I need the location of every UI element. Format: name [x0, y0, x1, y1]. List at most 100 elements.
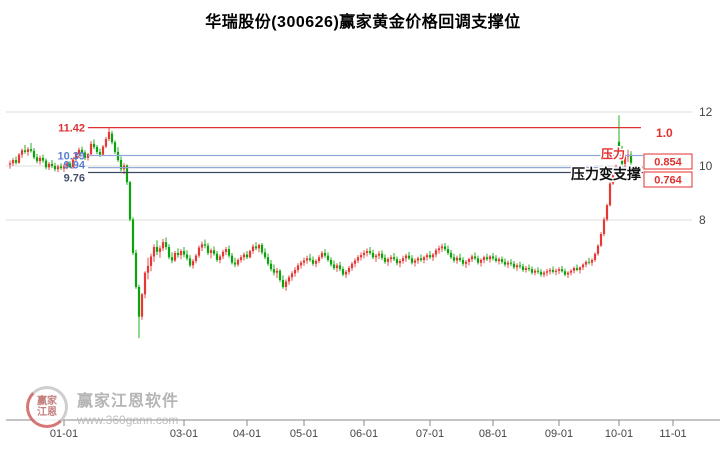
candle-body	[515, 265, 519, 268]
candle-body	[602, 219, 606, 235]
candle-body	[527, 268, 531, 270]
candle-body	[434, 250, 438, 255]
candle-body	[461, 259, 465, 264]
candle-body	[314, 261, 318, 264]
candle-body	[98, 151, 102, 155]
candle-body	[608, 183, 612, 206]
candle-body	[401, 258, 405, 262]
candle-body	[542, 272, 546, 275]
candle-body	[473, 256, 477, 259]
candle-body	[143, 272, 147, 295]
x-tick-label: 04-01	[233, 428, 261, 440]
candle-body	[200, 244, 204, 248]
candle-body	[620, 151, 624, 164]
candle-body	[56, 166, 60, 170]
candle-body	[83, 152, 87, 158]
candle-body	[44, 160, 48, 168]
candle-body	[563, 271, 567, 275]
pressure-to-support-label: 压力变支撑	[571, 166, 641, 182]
y-tick-label: 12	[699, 105, 713, 119]
candle-body	[32, 150, 36, 158]
candle-body	[80, 149, 84, 153]
y-tick-label: 10	[699, 159, 713, 173]
candle-body	[494, 258, 498, 262]
x-tick-label: 03-01	[170, 428, 198, 440]
candle-body	[209, 250, 213, 253]
ratio-box	[643, 153, 693, 170]
ratio-box	[643, 171, 693, 188]
candle-body	[374, 255, 378, 258]
watermark-logo-text: 赢家江恩	[37, 396, 57, 418]
candle-body	[194, 255, 198, 262]
candle-body	[449, 252, 453, 258]
candle-body	[395, 259, 399, 264]
candle-body	[452, 257, 456, 261]
x-tick-label: 09-01	[545, 428, 573, 440]
candle-body	[299, 262, 303, 266]
candle-body	[599, 234, 603, 246]
candle-body	[425, 255, 429, 258]
level-price-label: 11.42	[58, 123, 85, 135]
candle-body	[8, 163, 12, 165]
candle-body	[23, 150, 27, 152]
candle-body	[212, 250, 216, 254]
candle-body	[260, 244, 264, 253]
candle-body	[215, 253, 219, 260]
candle-body	[17, 154, 21, 163]
candle-body	[287, 277, 291, 282]
candle-body	[236, 259, 240, 265]
candle-body	[518, 265, 522, 267]
candle-body	[383, 257, 387, 262]
candle-body	[269, 263, 273, 270]
candle-body	[353, 260, 357, 264]
candle-body	[437, 248, 441, 251]
candle-body	[440, 246, 444, 249]
candle-body	[251, 246, 255, 252]
candle-body	[329, 259, 333, 265]
candle-body	[566, 272, 570, 275]
candle-body	[491, 256, 495, 259]
candle-body	[338, 265, 342, 270]
candle-body	[593, 253, 597, 260]
candle-body	[152, 247, 156, 257]
candle-body	[320, 252, 324, 258]
candle-body	[254, 246, 258, 249]
candle-body	[581, 264, 585, 268]
candle-body	[146, 265, 150, 273]
candle-body	[611, 170, 615, 184]
candle-body	[572, 268, 576, 271]
candle-body	[227, 249, 231, 256]
candle-body	[107, 131, 111, 139]
candle-body	[74, 153, 78, 160]
candle-body	[458, 257, 462, 260]
candle-body	[557, 269, 561, 271]
candle-body	[155, 247, 159, 252]
candle-body	[293, 269, 297, 274]
candle-body	[239, 257, 243, 260]
candle-body	[317, 257, 321, 262]
candle-body	[389, 257, 393, 260]
candle-body	[20, 150, 24, 155]
candle-body	[128, 182, 132, 220]
candle-body	[365, 251, 369, 253]
candle-body	[407, 255, 411, 259]
candle-body	[14, 160, 18, 163]
chart-title: 华瑞股份(300626)赢家黄金价格回调支撑位	[205, 14, 521, 31]
watermark: 赢家江恩 赢家江恩软件 www.360gann.com	[26, 386, 179, 428]
candle-body	[605, 205, 609, 220]
candle-body	[101, 146, 105, 155]
candle-body	[104, 139, 108, 147]
candle-body	[410, 258, 414, 263]
candle-body	[167, 247, 171, 258]
candle-body	[311, 259, 315, 264]
candle-body	[341, 269, 345, 275]
candle-body	[554, 270, 558, 272]
candle-body	[464, 261, 468, 264]
watermark-text: 赢家江恩软件 www.360gann.com	[77, 387, 179, 427]
candle-body	[332, 264, 336, 269]
candle-body	[431, 254, 435, 258]
candle-body	[221, 251, 225, 257]
candle-body	[497, 259, 501, 262]
candle-body	[125, 165, 129, 183]
